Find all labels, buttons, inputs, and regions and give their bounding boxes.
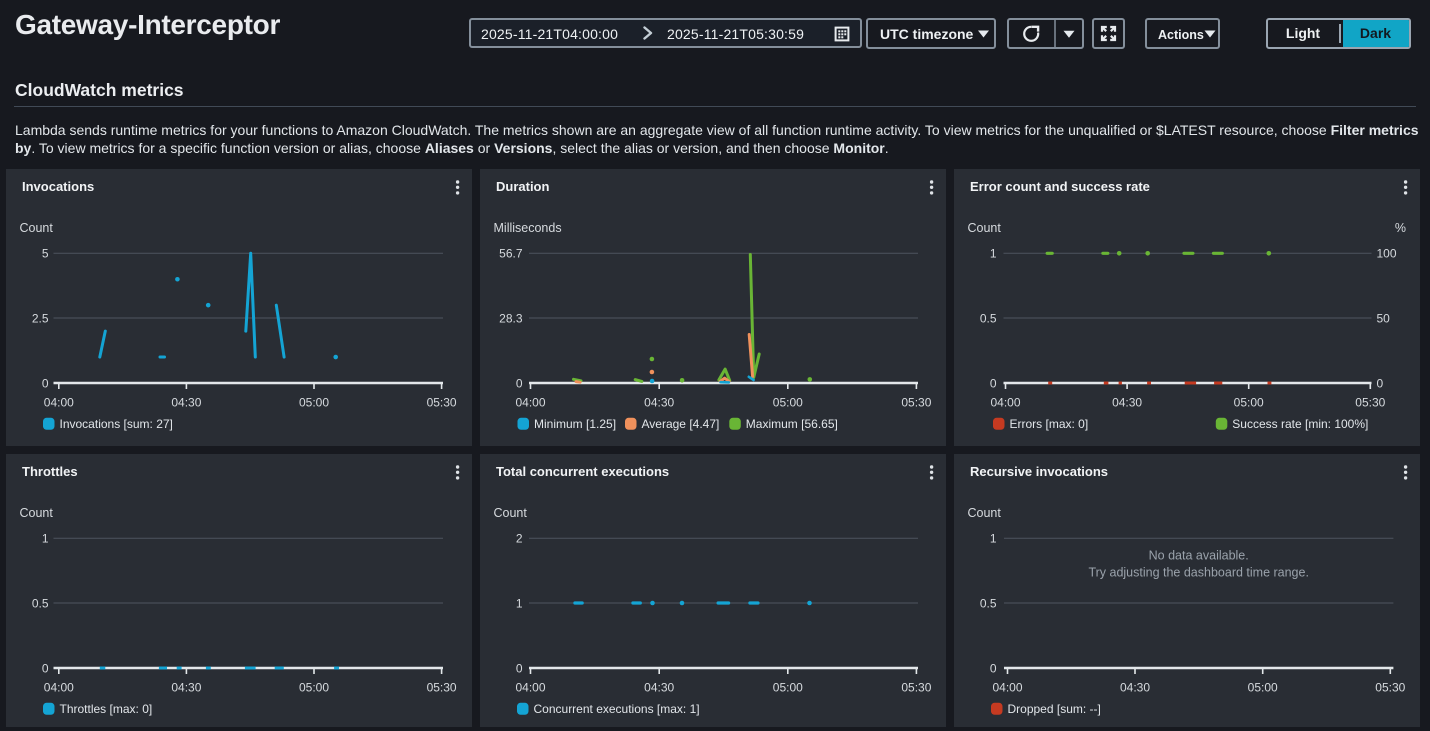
svg-text:0: 0	[516, 376, 523, 390]
svg-text:05:30: 05:30	[1375, 681, 1405, 695]
svg-text:Count: Count	[20, 221, 54, 235]
svg-text:04:30: 04:30	[644, 396, 674, 410]
svg-text:05:30: 05:30	[901, 681, 931, 695]
svg-text:05:00: 05:00	[1248, 681, 1278, 695]
svg-text:2: 2	[516, 532, 523, 546]
svg-text:1: 1	[990, 532, 997, 546]
svg-text:04:30: 04:30	[171, 681, 201, 695]
svg-text:Minimum [1.25]: Minimum [1.25]	[534, 417, 616, 431]
svg-text:Recursive invocations: Recursive invocations	[970, 464, 1108, 479]
svg-text:2.5: 2.5	[32, 311, 49, 325]
svg-text:0: 0	[990, 661, 997, 675]
svg-text:Concurrent executions [max: 1]: Concurrent executions [max: 1]	[534, 702, 700, 716]
svg-text:0: 0	[42, 661, 49, 675]
svg-text:No data available.: No data available.	[1149, 549, 1249, 563]
svg-text:Milliseconds: Milliseconds	[494, 221, 562, 235]
svg-text:0.5: 0.5	[32, 596, 49, 610]
svg-text:56.7: 56.7	[499, 247, 523, 261]
svg-text:04:30: 04:30	[1112, 396, 1142, 410]
svg-text:05:00: 05:00	[1234, 396, 1264, 410]
svg-text:1: 1	[990, 247, 997, 261]
svg-text:0.5: 0.5	[980, 311, 997, 325]
svg-text:05:00: 05:00	[773, 396, 803, 410]
svg-text:0: 0	[516, 661, 523, 675]
svg-text:Average [4.47]: Average [4.47]	[642, 417, 720, 431]
svg-text:Count: Count	[20, 506, 54, 520]
svg-text:0.5: 0.5	[980, 596, 997, 610]
svg-text:05:00: 05:00	[299, 396, 329, 410]
svg-text:04:00: 04:00	[44, 681, 74, 695]
svg-text:%: %	[1395, 221, 1406, 235]
svg-text:Invocations [sum: 27]: Invocations [sum: 27]	[60, 417, 173, 431]
svg-text:04:30: 04:30	[1120, 681, 1150, 695]
svg-text:Success rate [min: 100%]: Success rate [min: 100%]	[1232, 417, 1368, 431]
svg-text:Maximum [56.65]: Maximum [56.65]	[746, 417, 838, 431]
svg-text:05:30: 05:30	[427, 396, 457, 410]
svg-text:100: 100	[1377, 247, 1397, 261]
svg-text:1: 1	[42, 532, 49, 546]
svg-text:04:00: 04:00	[515, 396, 545, 410]
svg-text:Error count and success rate: Error count and success rate	[970, 179, 1150, 194]
svg-text:05:00: 05:00	[773, 681, 803, 695]
svg-text:0: 0	[1377, 376, 1384, 390]
svg-text:04:00: 04:00	[44, 396, 74, 410]
svg-text:50: 50	[1377, 311, 1391, 325]
svg-text:Errors [max: 0]: Errors [max: 0]	[1010, 417, 1089, 431]
svg-text:Count: Count	[968, 506, 1002, 520]
svg-text:Invocations: Invocations	[22, 179, 94, 194]
svg-text:1: 1	[516, 596, 523, 610]
svg-text:Count: Count	[968, 221, 1002, 235]
svg-text:0: 0	[990, 376, 997, 390]
svg-text:5: 5	[42, 247, 49, 261]
svg-text:Dropped [sum: --]: Dropped [sum: --]	[1008, 702, 1101, 716]
svg-text:05:30: 05:30	[1355, 396, 1385, 410]
svg-text:05:00: 05:00	[299, 681, 329, 695]
svg-text:04:00: 04:00	[990, 396, 1020, 410]
svg-text:Throttles: Throttles	[22, 464, 78, 479]
svg-text:05:30: 05:30	[427, 681, 457, 695]
svg-text:Count: Count	[494, 506, 528, 520]
svg-text:04:00: 04:00	[992, 681, 1022, 695]
svg-text:Try adjusting the dashboard ti: Try adjusting the dashboard time range.	[1088, 566, 1309, 580]
svg-text:Throttles [max: 0]: Throttles [max: 0]	[60, 702, 153, 716]
svg-text:Total concurrent executions: Total concurrent executions	[496, 464, 669, 479]
svg-text:05:30: 05:30	[901, 396, 931, 410]
svg-text:04:00: 04:00	[515, 681, 545, 695]
svg-text:Duration: Duration	[496, 179, 550, 194]
svg-text:28.3: 28.3	[499, 311, 523, 325]
svg-text:04:30: 04:30	[644, 681, 674, 695]
svg-text:0: 0	[42, 376, 49, 390]
svg-text:04:30: 04:30	[171, 396, 201, 410]
